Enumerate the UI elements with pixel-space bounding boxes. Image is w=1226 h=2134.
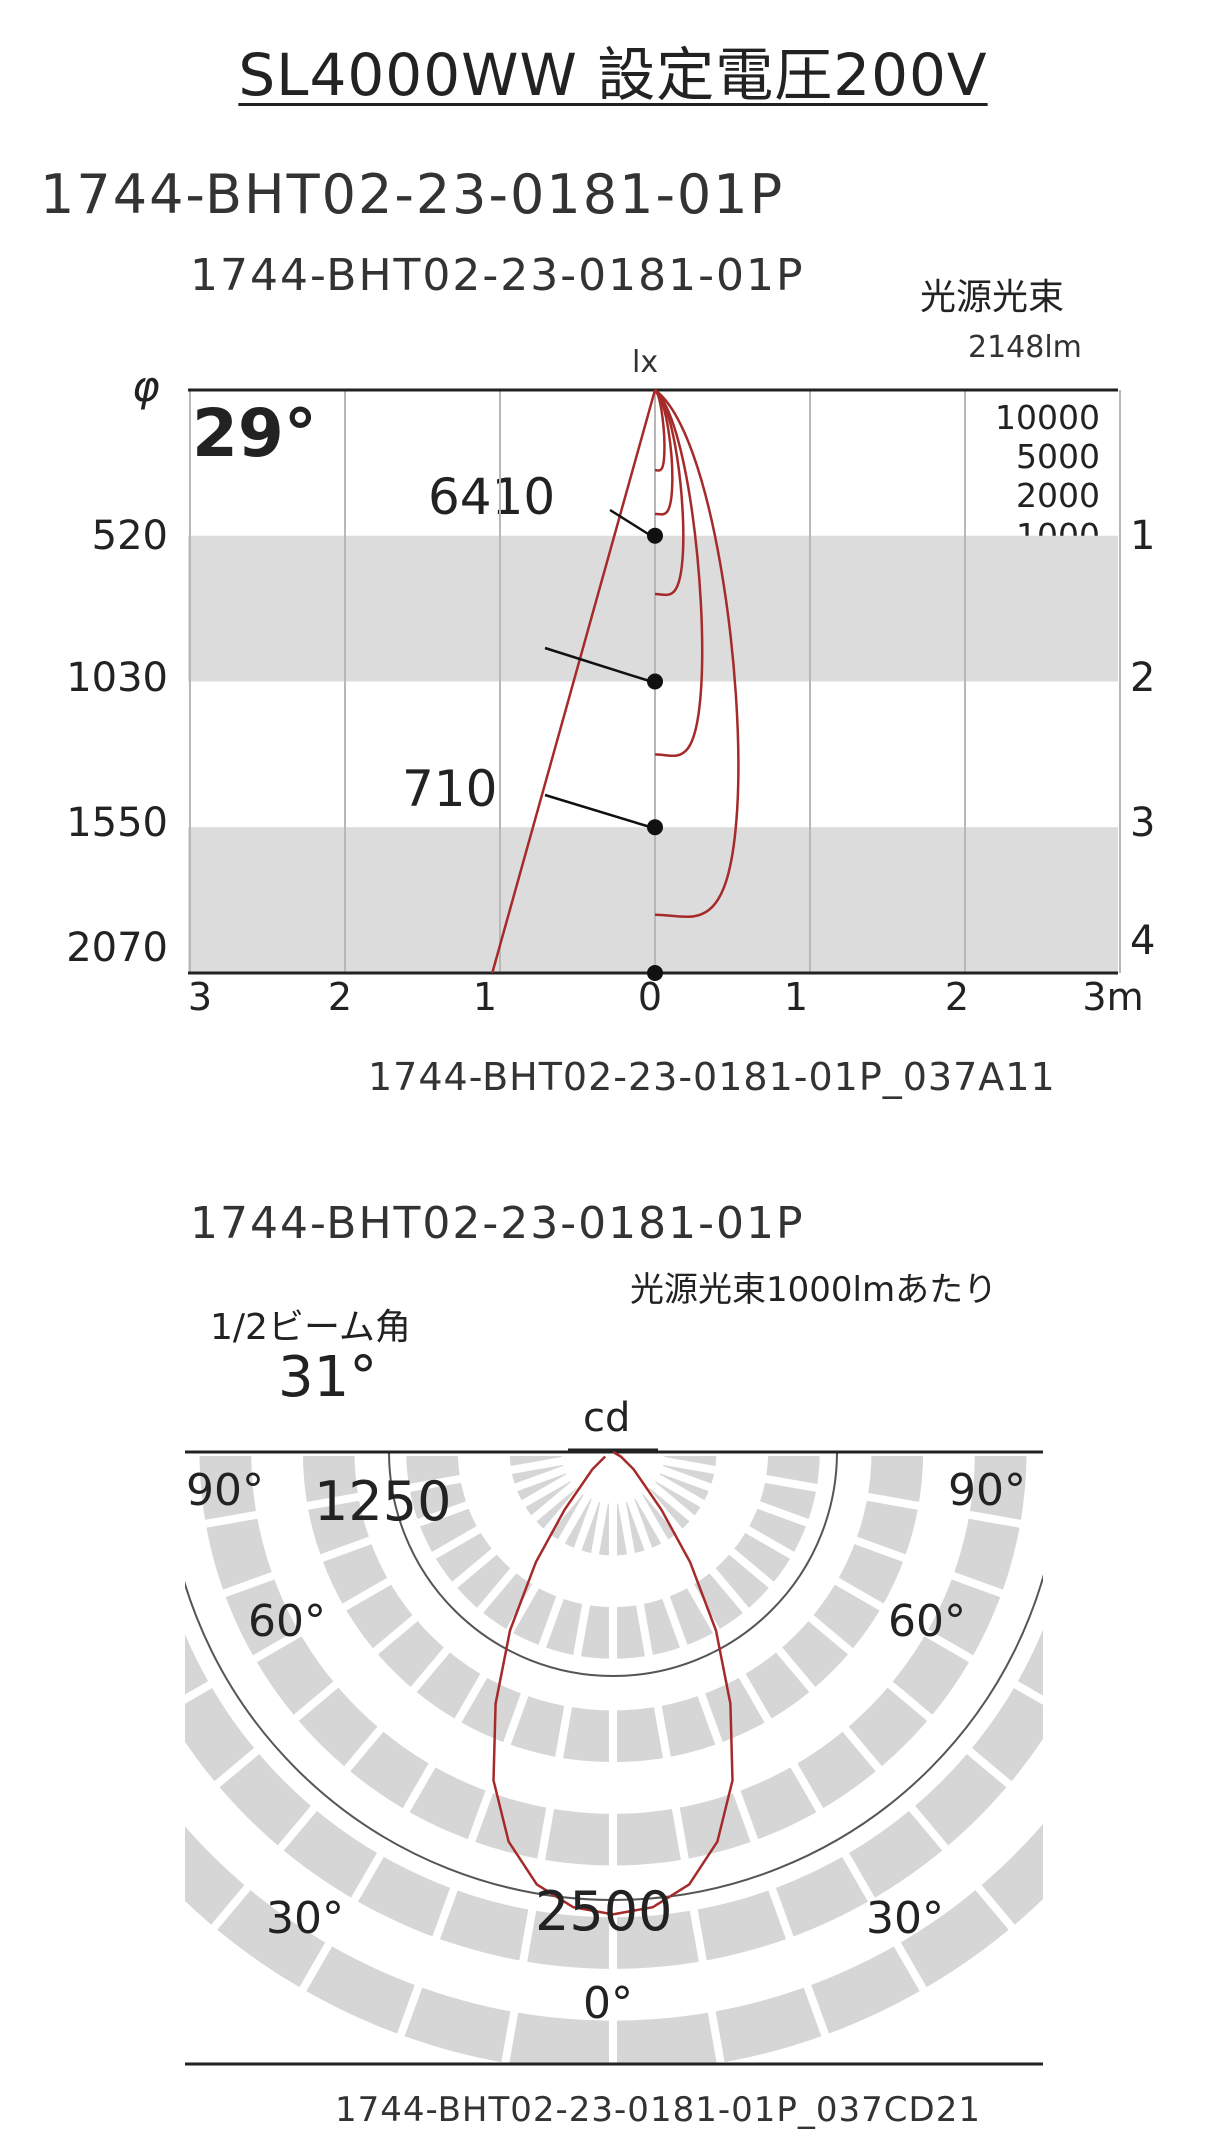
distance-m-2: 2 — [1130, 655, 1156, 701]
x-tick-label: 3 — [187, 975, 213, 1019]
leader-line-1m — [609, 508, 652, 537]
distance-label-1030: 1030 — [66, 655, 168, 701]
half-beam-label: 1/2ビーム角 — [210, 1307, 411, 1348]
center-point-4m — [647, 965, 663, 981]
x-tick-label: 3m — [1082, 975, 1144, 1019]
lux-unit-label: lx — [632, 345, 659, 380]
distance-label-2070: 2070 — [66, 925, 168, 971]
polar-radial--20 — [385, 1452, 617, 2064]
polar-radial--70 — [185, 1452, 615, 1613]
polar-radial-70 — [611, 1452, 1043, 1613]
center-lux-value: 710 — [402, 760, 498, 818]
legend-lux-10000: 10000 — [995, 398, 1100, 437]
polar-radial-40 — [609, 1452, 1043, 1971]
isolux-curve-2000 — [654, 389, 685, 597]
angle-label-90-right: 90° — [948, 1465, 1026, 1516]
legend-lux-2000: 2000 — [1016, 476, 1100, 515]
angle-label-60-left: 60° — [248, 1596, 326, 1647]
distance-band-3-4 — [188, 827, 1118, 973]
polar-radial-80 — [612, 1452, 1043, 1532]
chart1-heading: 1744-BHT02-23-0181-01P — [40, 163, 785, 226]
polar-ring-1250 — [388, 1452, 838, 1677]
x-tick-label: 1 — [783, 975, 809, 1019]
angle-label-30-right: 30° — [866, 1893, 944, 1944]
angle-label-0: 0° — [583, 1978, 633, 2029]
ring-label-1250: 1250 — [314, 1470, 452, 1533]
leader-line-2m — [544, 646, 652, 683]
polar-radial-30 — [609, 1452, 971, 2064]
chart2-figure-id: 1744-BHT02-23-0181-01P_037CD21 — [335, 2090, 981, 2130]
x-tick-label: 0 — [637, 975, 663, 1019]
half-beam-angle: 31° — [278, 1345, 378, 1410]
isolux-curve-500 — [654, 388, 740, 919]
leader-line-3m — [544, 793, 652, 829]
center-lux-value: 6410 — [428, 468, 556, 526]
angle-label-90-left: 90° — [186, 1465, 264, 1516]
polar-radial--30 — [255, 1452, 617, 2064]
distance-label-520: 520 — [91, 513, 168, 559]
center-point-2m — [647, 673, 663, 690]
polar-radial--60 — [185, 1452, 616, 1704]
polar-radial-60 — [611, 1452, 1043, 1705]
center-point-3m — [647, 819, 663, 836]
polar-ring-2500 — [185, 1573, 1043, 1901]
chart2-title: 1744-BHT02-23-0181-01P — [190, 1198, 805, 1249]
distance-m-3: 3 — [1130, 800, 1156, 846]
x-tick-label: 2 — [327, 975, 353, 1019]
polar-radial--80 — [185, 1452, 614, 1532]
source-flux-value: 2148lm — [968, 330, 1082, 365]
isolux-curve-1000 — [654, 389, 704, 758]
beam-angle-value: 29° — [192, 395, 317, 472]
polar-radial--40 — [185, 1452, 617, 1969]
center-point-1m — [647, 527, 663, 544]
flux-note: 光源光束1000lmあたり — [630, 1270, 998, 1310]
ring-label-2500: 2500 — [535, 1880, 673, 1943]
chart1-title: 1744-BHT02-23-0181-01P — [190, 250, 805, 301]
cd-unit-label: cd — [583, 1395, 631, 1441]
polar-inner — [185, 1452, 1043, 2064]
distance-m-1: 1 — [1130, 513, 1156, 559]
polar-radial-20 — [609, 1452, 841, 2064]
polar-radial--10 — [501, 1452, 617, 2064]
source-flux-label: 光源光束 — [920, 277, 1065, 318]
isolux-curve-5000 — [654, 389, 674, 516]
beam-edge-line — [491, 389, 657, 974]
x-tick-label: 2 — [944, 975, 970, 1019]
polar-radial--50 — [185, 1452, 616, 1817]
polar-group — [185, 1448, 1043, 2066]
distance-label-1550: 1550 — [66, 800, 168, 846]
legend-lux-5000: 5000 — [1016, 437, 1100, 476]
isolux-curve-10000 — [653, 389, 666, 472]
intensity-curve — [492, 1450, 734, 1916]
page-title: SL4000WW 設定電圧200V — [238, 41, 988, 109]
distance-band-1-2 — [188, 535, 1118, 682]
polar-radial-50 — [610, 1452, 1043, 1819]
distance-m-4: 4 — [1130, 918, 1156, 964]
x-tick-label: 1 — [472, 975, 498, 1019]
chart1-figure-id: 1744-BHT02-23-0181-01P_037A11 — [368, 1055, 1056, 1099]
angle-label-30-left: 30° — [266, 1893, 344, 1944]
phi-label: φ — [132, 362, 160, 411]
polar-radial-10 — [609, 1452, 725, 2064]
angle-label-60-right: 60° — [888, 1596, 966, 1647]
